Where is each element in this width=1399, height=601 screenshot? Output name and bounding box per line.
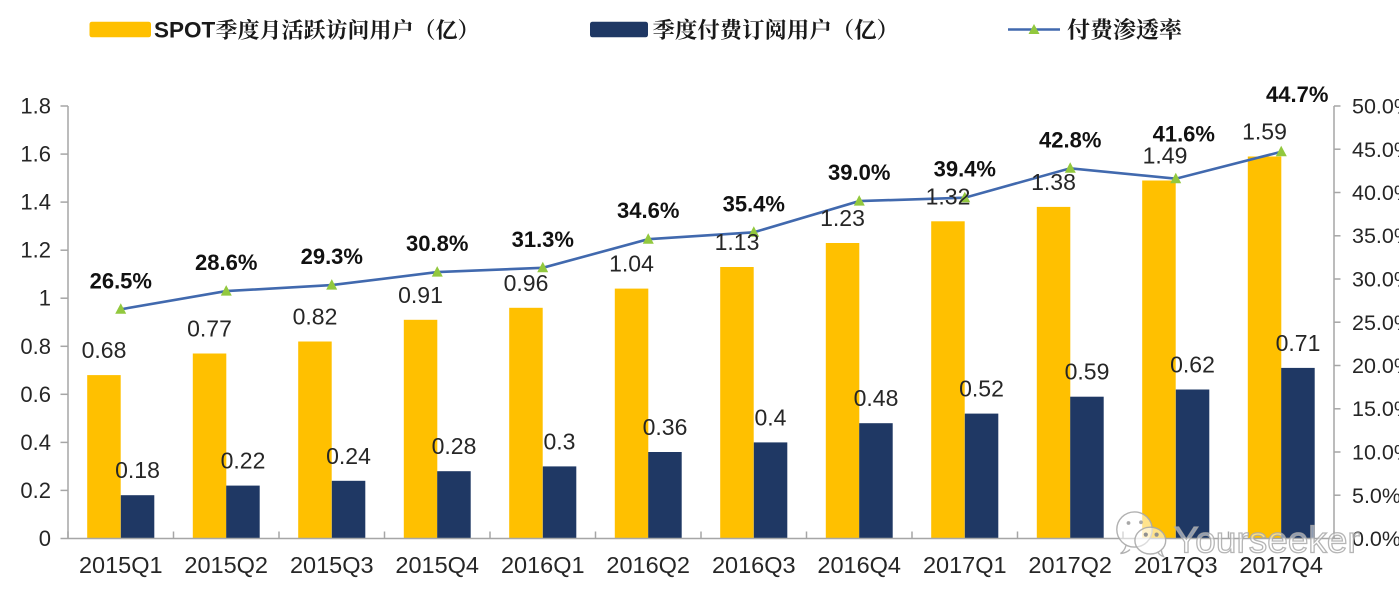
svg-text:2015Q1: 2015Q1 (79, 552, 163, 578)
svg-text:0: 0 (39, 526, 51, 551)
svg-text:15.0%: 15.0% (1352, 397, 1399, 421)
svg-text:1.13: 1.13 (715, 229, 760, 255)
svg-text:1.32: 1.32 (926, 183, 971, 209)
svg-text:1.38: 1.38 (1031, 169, 1076, 195)
svg-text:0.68: 0.68 (82, 337, 127, 363)
svg-text:28.6%: 28.6% (195, 250, 257, 275)
svg-text:1: 1 (39, 286, 51, 311)
svg-text:44.7%: 44.7% (1266, 82, 1328, 107)
svg-text:1.23: 1.23 (820, 205, 865, 231)
svg-text:29.3%: 29.3% (301, 244, 363, 269)
svg-text:40.0%: 40.0% (1352, 181, 1399, 205)
svg-text:25.0%: 25.0% (1352, 311, 1399, 335)
svg-text:Yourseeker: Yourseeker (1174, 520, 1360, 561)
svg-text:1.8: 1.8 (20, 94, 51, 119)
svg-text:30.8%: 30.8% (406, 231, 468, 256)
svg-text:2016Q2: 2016Q2 (606, 552, 690, 578)
svg-text:0.62: 0.62 (1170, 352, 1215, 378)
svg-text:0.3: 0.3 (544, 428, 576, 454)
svg-text:35.0%: 35.0% (1352, 224, 1399, 248)
svg-text:34.6%: 34.6% (617, 198, 679, 223)
svg-text:0.71: 0.71 (1276, 330, 1321, 356)
svg-text:35.4%: 35.4% (723, 191, 785, 216)
svg-text:0.28: 0.28 (432, 433, 477, 459)
svg-text:0.0%: 0.0% (1352, 527, 1399, 551)
svg-text:42.8%: 42.8% (1039, 127, 1101, 152)
svg-text:1.4: 1.4 (20, 190, 51, 215)
svg-text:39.0%: 39.0% (828, 160, 890, 185)
svg-text:0.18: 0.18 (115, 457, 160, 483)
svg-text:39.4%: 39.4% (934, 157, 996, 182)
svg-text:1.04: 1.04 (609, 251, 654, 277)
svg-text:41.6%: 41.6% (1153, 122, 1215, 147)
svg-text:2017Q3: 2017Q3 (1134, 552, 1218, 578)
svg-text:2016Q4: 2016Q4 (817, 552, 901, 578)
svg-text:2015Q4: 2015Q4 (395, 552, 479, 578)
svg-text:0.52: 0.52 (959, 376, 1004, 402)
svg-text:0.8: 0.8 (20, 334, 51, 359)
svg-text:2017Q4: 2017Q4 (1239, 552, 1323, 578)
svg-text:0.6: 0.6 (20, 382, 51, 407)
svg-text:26.5%: 26.5% (90, 268, 152, 293)
svg-text:2015Q2: 2015Q2 (184, 552, 268, 578)
svg-text:50.0%: 50.0% (1352, 95, 1399, 119)
svg-text:0.24: 0.24 (326, 443, 371, 469)
svg-text:0.22: 0.22 (221, 448, 266, 474)
svg-text:1.49: 1.49 (1143, 143, 1188, 169)
svg-text:0.77: 0.77 (187, 316, 232, 342)
svg-text:20.0%: 20.0% (1352, 354, 1399, 378)
svg-text:0.36: 0.36 (643, 414, 688, 440)
svg-text:0.2: 0.2 (20, 478, 51, 503)
svg-text:5.0%: 5.0% (1352, 484, 1399, 508)
svg-text:1.6: 1.6 (20, 142, 51, 167)
svg-text:0.96: 0.96 (504, 270, 549, 296)
svg-text:0.48: 0.48 (854, 385, 899, 411)
svg-text:10.0%: 10.0% (1352, 441, 1399, 465)
svg-text:0.4: 0.4 (20, 430, 51, 455)
svg-text:2017Q1: 2017Q1 (923, 552, 1007, 578)
svg-text:1.59: 1.59 (1242, 119, 1287, 145)
svg-text:0.59: 0.59 (1065, 359, 1110, 385)
svg-text:45.0%: 45.0% (1352, 138, 1399, 162)
svg-text:31.3%: 31.3% (512, 227, 574, 252)
svg-text:2016Q1: 2016Q1 (501, 552, 585, 578)
svg-text:2016Q3: 2016Q3 (712, 552, 796, 578)
svg-text:2017Q2: 2017Q2 (1028, 552, 1112, 578)
svg-text:0.91: 0.91 (398, 282, 443, 308)
svg-text:1.2: 1.2 (20, 238, 51, 263)
svg-text:0.4: 0.4 (755, 404, 787, 430)
svg-text:2015Q3: 2015Q3 (290, 552, 374, 578)
svg-text:30.0%: 30.0% (1352, 268, 1399, 292)
svg-text:0.82: 0.82 (293, 304, 338, 330)
svg-text:SPOT: SPOT (154, 18, 216, 43)
